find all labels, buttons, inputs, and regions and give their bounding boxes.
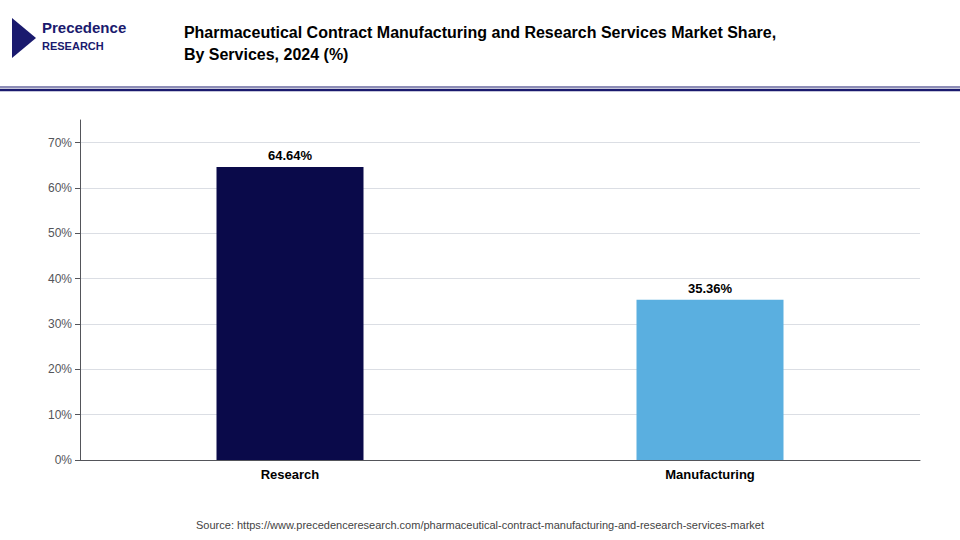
svg-text:20%: 20% bbox=[48, 362, 72, 376]
svg-text:40%: 40% bbox=[48, 272, 72, 286]
svg-text:60%: 60% bbox=[48, 181, 72, 195]
svg-text:RESEARCH: RESEARCH bbox=[42, 40, 104, 52]
svg-text:Source: https://www.precedence: Source: https://www.precedenceresearch.c… bbox=[196, 519, 764, 531]
svg-text:Research: Research bbox=[261, 467, 320, 482]
svg-text:0%: 0% bbox=[55, 453, 73, 467]
svg-text:Manufacturing: Manufacturing bbox=[665, 467, 755, 482]
svg-text:50%: 50% bbox=[48, 226, 72, 240]
svg-text:10%: 10% bbox=[48, 408, 72, 422]
svg-text:64.64%: 64.64% bbox=[268, 148, 313, 163]
svg-text:70%: 70% bbox=[48, 136, 72, 150]
svg-text:30%: 30% bbox=[48, 317, 72, 331]
svg-text:By Services, 2024 (%): By Services, 2024 (%) bbox=[184, 46, 349, 63]
svg-text:Pharmaceutical Contract Manufa: Pharmaceutical Contract Manufacturing an… bbox=[184, 24, 776, 41]
svg-text:Precedence: Precedence bbox=[42, 19, 126, 36]
svg-text:35.36%: 35.36% bbox=[688, 281, 733, 296]
